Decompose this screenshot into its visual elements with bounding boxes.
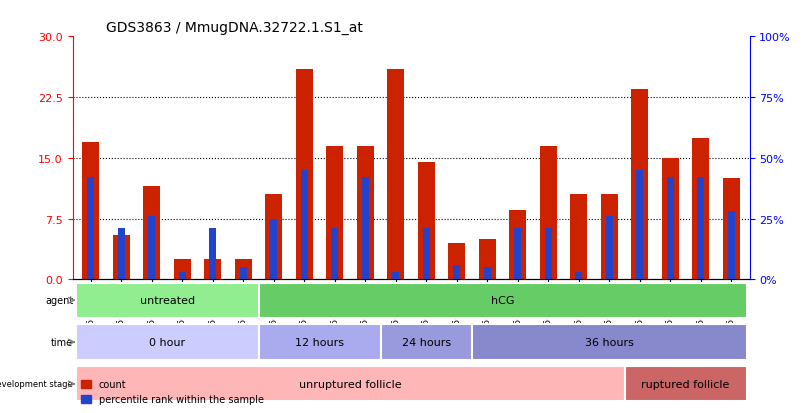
Bar <box>631 90 648 280</box>
Bar <box>571 195 588 280</box>
Bar <box>540 146 557 280</box>
Text: development stage: development stage <box>0 380 73 388</box>
Bar <box>692 138 709 280</box>
Bar <box>484 268 491 280</box>
Bar <box>210 229 216 280</box>
Bar <box>637 171 643 280</box>
FancyBboxPatch shape <box>76 366 625 401</box>
Bar <box>418 162 434 280</box>
Bar <box>601 195 617 280</box>
Bar <box>113 235 130 280</box>
Text: 0 hour: 0 hour <box>149 337 185 347</box>
FancyBboxPatch shape <box>472 325 746 360</box>
Bar <box>205 259 221 280</box>
Bar <box>454 265 460 280</box>
Bar <box>143 187 160 280</box>
Text: 12 hours: 12 hours <box>295 337 344 347</box>
Text: untreated: untreated <box>139 296 194 306</box>
Bar <box>728 212 734 280</box>
Bar <box>82 142 99 280</box>
Bar <box>235 259 251 280</box>
Bar <box>479 239 496 280</box>
Text: GDS3863 / MmugDNA.32722.1.S1_at: GDS3863 / MmugDNA.32722.1.S1_at <box>106 21 364 35</box>
Bar <box>697 178 704 280</box>
Text: agent: agent <box>45 296 73 306</box>
Bar <box>296 69 313 280</box>
Bar <box>362 178 368 280</box>
Bar <box>118 229 125 280</box>
Bar <box>88 178 94 280</box>
Text: 24 hours: 24 hours <box>401 337 451 347</box>
FancyBboxPatch shape <box>259 283 746 318</box>
Text: 36 hours: 36 hours <box>585 337 634 347</box>
Bar <box>723 179 740 280</box>
Bar <box>393 273 399 280</box>
Bar <box>174 259 191 280</box>
Text: hCG: hCG <box>491 296 514 306</box>
Text: ruptured follicle: ruptured follicle <box>642 379 729 389</box>
Bar <box>545 229 551 280</box>
FancyBboxPatch shape <box>76 283 259 318</box>
Bar <box>667 178 674 280</box>
Bar <box>423 229 430 280</box>
Bar <box>179 273 185 280</box>
Bar <box>148 217 156 280</box>
Bar <box>240 268 247 280</box>
Bar <box>509 211 526 280</box>
Text: unruptured follicle: unruptured follicle <box>299 379 401 389</box>
Bar <box>301 171 308 280</box>
Text: time: time <box>51 337 73 347</box>
FancyBboxPatch shape <box>380 325 472 360</box>
Bar <box>331 229 339 280</box>
Bar <box>326 146 343 280</box>
Bar <box>575 273 582 280</box>
Bar <box>265 195 282 280</box>
Bar <box>514 229 521 280</box>
FancyBboxPatch shape <box>259 325 380 360</box>
Bar <box>388 69 404 280</box>
Bar <box>271 219 277 280</box>
Bar <box>662 159 679 280</box>
FancyBboxPatch shape <box>76 325 259 360</box>
Bar <box>357 146 374 280</box>
Legend: count, percentile rank within the sample: count, percentile rank within the sample <box>77 375 268 408</box>
FancyBboxPatch shape <box>625 366 746 401</box>
Bar <box>448 243 465 280</box>
Bar <box>606 217 613 280</box>
